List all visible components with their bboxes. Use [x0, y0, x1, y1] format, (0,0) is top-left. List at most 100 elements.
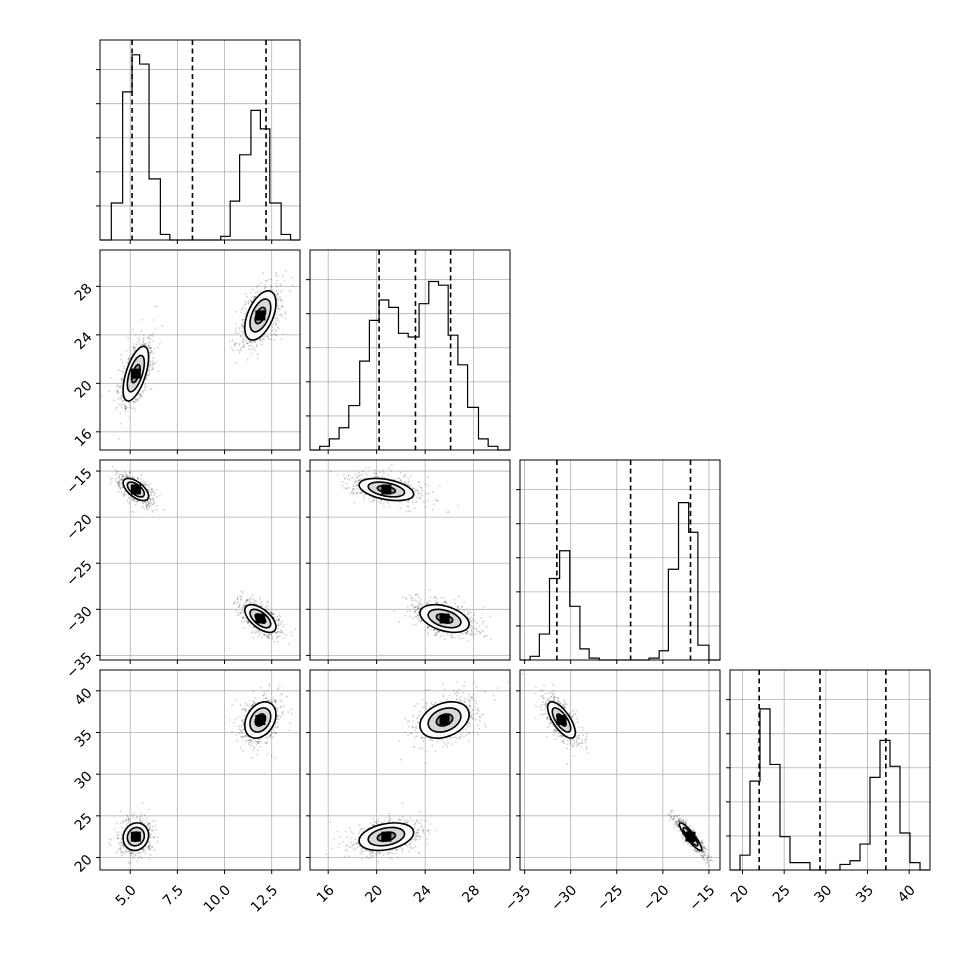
- scatter-point: [266, 602, 269, 604]
- scatter-point: [129, 404, 132, 406]
- scatter-point: [146, 500, 149, 503]
- scatter-point: [148, 346, 151, 349]
- scatter-point: [120, 353, 123, 356]
- scatter-point: [388, 506, 391, 508]
- scatter-point: [415, 489, 417, 492]
- scatter-point: [122, 494, 125, 497]
- scatter-point: [116, 477, 118, 479]
- scatter-point: [135, 398, 138, 401]
- scatter-point: [121, 844, 124, 846]
- scatter-point: [121, 361, 124, 364]
- scatter-point: [249, 738, 251, 741]
- scatter-point: [144, 481, 146, 484]
- scatter-point: [280, 629, 282, 632]
- scatter-point: [489, 615, 492, 618]
- scatter-point: [345, 487, 348, 490]
- scatter-point: [378, 501, 380, 504]
- scatter-point: [153, 363, 155, 366]
- scatter-point: [240, 598, 243, 601]
- scatter-point: [275, 632, 278, 634]
- scatter-point: [276, 616, 278, 618]
- scatter-point: [254, 702, 257, 705]
- contour-line: [244, 290, 277, 341]
- panel-content: [100, 460, 300, 660]
- scatter-point: [433, 628, 435, 631]
- scatter-point: [399, 479, 402, 482]
- scatter-point: [276, 708, 278, 710]
- scatter-point: [147, 344, 150, 347]
- scatter-point: [400, 479, 403, 482]
- scatter-point: [260, 604, 263, 607]
- scatter-point: [264, 606, 267, 609]
- scatter-point: [427, 626, 430, 629]
- scatter-point: [118, 386, 121, 389]
- scatter-point: [252, 626, 255, 629]
- scatter-point: [281, 333, 284, 335]
- scatter-point: [284, 317, 287, 320]
- scatter-point: [141, 391, 144, 393]
- scatter-point: [416, 496, 418, 499]
- scatter-point: [145, 821, 148, 823]
- scatter-point: [280, 300, 283, 302]
- scatter-point: [152, 503, 154, 505]
- scatter-point: [261, 631, 263, 633]
- scatter-point: [436, 601, 439, 604]
- scatter-point: [465, 632, 468, 634]
- histogram-steps: [730, 708, 930, 871]
- scatter-point: [134, 854, 137, 857]
- scatter-point: [241, 326, 244, 328]
- scatter-point: [437, 630, 439, 633]
- scatter-point: [246, 342, 249, 345]
- scatter-point: [434, 595, 437, 597]
- scatter-point: [125, 350, 128, 352]
- scatter-point: [130, 850, 133, 853]
- panel-frame: [309, 249, 511, 451]
- scatter-point: [290, 708, 292, 710]
- scatter-point: [288, 290, 291, 293]
- scatter-point: [157, 370, 160, 373]
- scatter-point: [136, 477, 139, 479]
- scatter-point: [147, 368, 150, 371]
- scatter-point: [457, 605, 460, 608]
- scatter-point: [272, 613, 274, 616]
- scatter-point: [417, 493, 420, 496]
- scatter-point: [119, 478, 122, 481]
- scatter-point: [126, 475, 128, 478]
- scatter-point: [133, 343, 136, 345]
- scatter-point: [243, 345, 245, 348]
- scatter-point: [464, 631, 467, 634]
- y-tick-label: −30: [63, 604, 95, 636]
- scatter-point: [408, 594, 411, 597]
- scatter-point: [243, 605, 246, 608]
- scatter-point: [466, 613, 469, 616]
- scatter-point: [118, 479, 121, 482]
- scatter-point: [247, 621, 250, 624]
- scatter-point: [278, 685, 281, 688]
- scatter-point: [240, 620, 243, 623]
- scatter-point: [254, 340, 256, 342]
- scatter-point: [289, 631, 292, 633]
- scatter-point: [258, 338, 261, 341]
- scatter-point: [259, 337, 262, 340]
- scatter-point: [147, 502, 150, 505]
- x-tick-label: 35: [853, 882, 877, 906]
- density-peak: [130, 368, 141, 379]
- scatter-point: [127, 818, 130, 820]
- scatter-point: [136, 860, 139, 863]
- scatter-point: [126, 475, 128, 478]
- scatter-point: [120, 406, 123, 409]
- scatter-point: [145, 506, 148, 509]
- scatter-point: [136, 852, 139, 855]
- scatter-point: [131, 814, 134, 817]
- scatter-point: [275, 313, 277, 315]
- scatter-point: [398, 621, 401, 623]
- scatter-point: [241, 319, 244, 321]
- y-tick-label: −20: [63, 511, 95, 543]
- scatter-point: [115, 474, 117, 476]
- scatter-point: [118, 476, 120, 478]
- scatter-point: [243, 344, 245, 347]
- scatter-point: [259, 602, 262, 605]
- scatter-point: [233, 343, 236, 346]
- scatter-point: [256, 353, 259, 356]
- scatter-point: [267, 635, 270, 638]
